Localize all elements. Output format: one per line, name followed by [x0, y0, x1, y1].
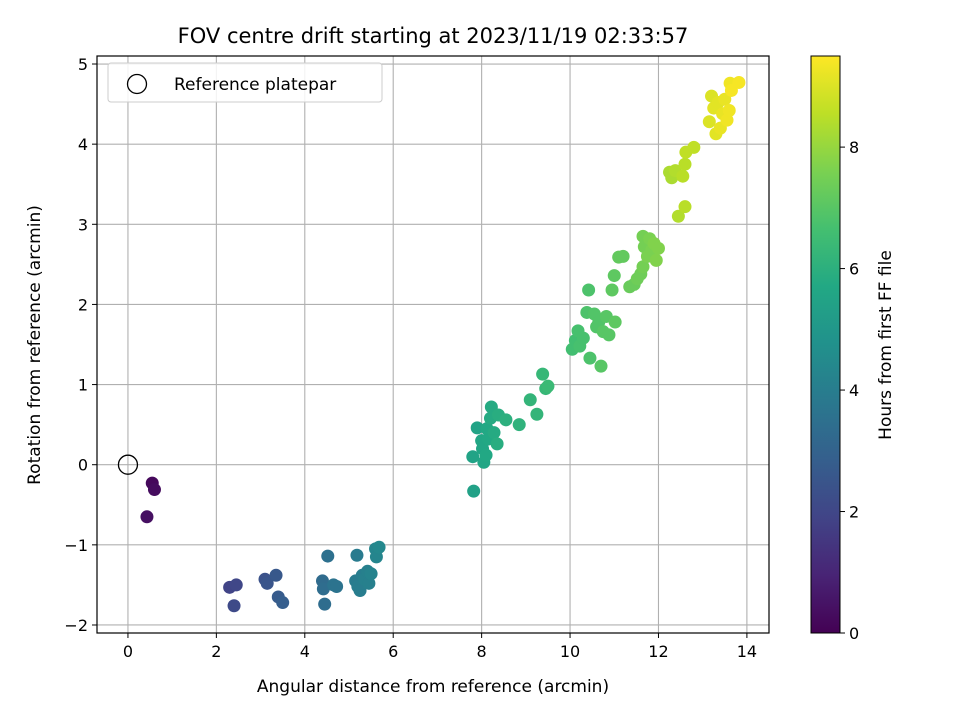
data-point	[594, 359, 608, 373]
x-tick-label: 0	[123, 642, 133, 661]
data-point	[229, 578, 243, 592]
data-point	[470, 421, 484, 435]
data-point	[616, 249, 630, 263]
x-tick-label: 12	[648, 642, 668, 661]
colorbar	[810, 55, 841, 634]
data-point	[607, 269, 621, 283]
grid-lines	[97, 56, 769, 633]
legend-box	[107, 62, 383, 103]
data-point	[330, 580, 344, 594]
y-tick-label: 5	[78, 55, 88, 74]
chart-title: FOV centre drift starting at 2023/11/19 …	[178, 24, 689, 48]
data-point	[276, 596, 290, 610]
x-tick-label: 14	[737, 642, 757, 661]
data-point	[227, 599, 241, 613]
data-point	[732, 75, 746, 89]
x-tick-label: 8	[477, 642, 487, 661]
legend: Reference platepar	[107, 62, 383, 103]
colorbar-tick-label: 8	[849, 138, 859, 157]
x-tick-label: 4	[300, 642, 310, 661]
reference-marker	[117, 454, 139, 475]
data-point	[702, 115, 716, 129]
data-point	[466, 450, 480, 464]
data-point	[512, 418, 526, 432]
data-point	[147, 483, 161, 497]
data-point	[316, 582, 330, 596]
data-point	[530, 407, 544, 421]
data-point	[523, 393, 537, 407]
y-tick-label: 4	[78, 135, 88, 154]
data-point	[372, 540, 386, 554]
data-point	[269, 568, 283, 582]
data-point	[318, 597, 332, 611]
colorbar-label: Hours from first FF file	[876, 250, 896, 440]
y-tick-label: −2	[64, 616, 88, 635]
data-points	[140, 75, 746, 613]
colorbar-tick-label: 2	[849, 503, 859, 522]
data-point	[636, 260, 650, 274]
data-point	[490, 437, 504, 451]
plot-frame	[96, 55, 770, 634]
y-tick-label: 1	[78, 376, 88, 395]
y-axis-label: Rotation from reference (arcmin)	[25, 205, 45, 485]
x-tick-label: 2	[211, 642, 221, 661]
legend-label-reference: Reference platepar	[174, 75, 336, 95]
data-point	[260, 576, 274, 590]
colorbar-tick-label: 0	[849, 624, 859, 643]
data-point	[467, 484, 481, 498]
data-point	[722, 103, 736, 117]
data-point	[583, 351, 597, 365]
data-point	[353, 584, 367, 598]
y-tick-label: 3	[78, 215, 88, 234]
y-tick-label: −1	[64, 536, 88, 555]
data-point	[487, 426, 501, 440]
y-tick-label: 0	[78, 456, 88, 475]
legend-marker-reference	[126, 73, 148, 95]
reference-point	[117, 454, 139, 475]
y-tick-label: 2	[78, 295, 88, 314]
data-point	[608, 315, 622, 329]
data-point	[350, 548, 364, 562]
data-point	[687, 140, 701, 154]
data-point	[651, 241, 665, 255]
data-point	[671, 209, 685, 223]
colorbar-ticks: 0 2 4 6 8	[840, 138, 859, 643]
colorbar-tick-label: 6	[849, 260, 859, 279]
data-point	[602, 328, 616, 342]
data-point	[364, 567, 378, 581]
colorbar-tick-label: 4	[849, 381, 859, 400]
data-point	[649, 253, 663, 267]
data-point	[678, 157, 692, 171]
data-point	[140, 510, 154, 524]
x-tick-label: 6	[388, 642, 398, 661]
data-point	[536, 367, 550, 381]
x-tick-label: 10	[560, 642, 580, 661]
x-axis-label: Angular distance from reference (arcmin)	[257, 677, 609, 697]
data-point	[678, 200, 692, 214]
data-point	[541, 379, 555, 393]
data-point	[499, 413, 513, 427]
data-point	[718, 92, 732, 106]
data-point	[479, 448, 493, 462]
data-point	[676, 169, 690, 183]
data-point	[321, 549, 335, 563]
data-point	[582, 283, 596, 297]
data-point	[576, 331, 590, 345]
data-point	[605, 283, 619, 297]
